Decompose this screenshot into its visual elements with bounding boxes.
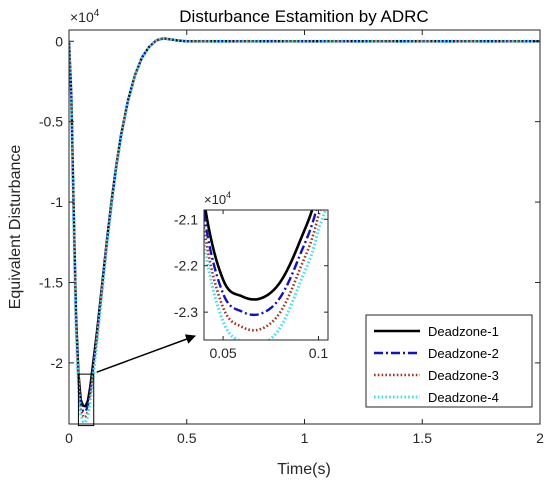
y-axis-ticks: 0 -0.5 -1 -1.5 -2 — [39, 33, 540, 371]
legend-label-deadzone-1: Deadzone-1 — [428, 324, 499, 339]
y-exponent: ×104 — [70, 8, 100, 25]
legend: Deadzone-1 Deadzone-2 Deadzone-3 Deadzone-4 — [365, 314, 533, 408]
inset-y-exponent-base: ×10 — [204, 192, 226, 207]
y-tick-label: -1 — [51, 194, 64, 210]
x-tick-label: 0 — [65, 430, 73, 446]
chart-title: Disturbance Estamition by ADRC — [179, 7, 428, 26]
legend-items: Deadzone-1 Deadzone-2 Deadzone-3 Deadzone-4 — [374, 324, 499, 405]
inset-x-ticks: 0.05 0.1 — [209, 210, 328, 361]
x-tick-label: 1.5 — [413, 430, 433, 446]
x-axis-ticks: 0 0.5 1 1.5 2 — [65, 30, 544, 446]
zoom-arrow — [96, 334, 196, 373]
x-tick-label: 1 — [301, 430, 309, 446]
inset-x-tick-label: 0.05 — [209, 345, 236, 361]
legend-label-deadzone-4: Deadzone-4 — [428, 390, 499, 405]
y-exponent-power: 4 — [94, 8, 100, 19]
x-tick-label: 0.5 — [177, 430, 197, 446]
x-axis-label: Time(s) — [277, 461, 331, 478]
inset-y-ticks: -2.1 -2.2 -2.3 — [174, 211, 328, 320]
y-tick-label: -1.5 — [39, 274, 63, 290]
inset-background — [204, 210, 328, 340]
zoom-region-box — [77, 373, 95, 427]
x-tick-label: 2 — [536, 430, 544, 446]
inset-line-deadzone-1 — [204, 210, 314, 301]
y-exponent-base: ×10 — [70, 9, 94, 25]
inset-y-tick-label: -2.1 — [174, 211, 198, 227]
y-tick-label: 0 — [55, 33, 63, 49]
series-line-deadzone-4 — [69, 36, 540, 424]
y-axis-label: Equivalent Disturbance — [7, 145, 24, 310]
inset-line-deadzone-2 — [204, 210, 318, 317]
inset-y-tick-label: -2.3 — [174, 304, 198, 320]
inset-y-exponent-power: 4 — [226, 190, 231, 200]
y-tick-label: -2 — [51, 355, 64, 371]
main-series-group — [69, 36, 540, 424]
inset-x-tick-label: 0.1 — [309, 345, 329, 361]
legend-label-deadzone-2: Deadzone-2 — [428, 346, 499, 361]
inset-y-exponent: ×104 — [204, 190, 231, 207]
y-tick-label: -0.5 — [39, 114, 63, 130]
inset-frame — [203, 209, 329, 341]
inset-y-tick-label: -2.2 — [174, 258, 198, 274]
legend-label-deadzone-3: Deadzone-3 — [428, 368, 499, 383]
inset-series-group — [204, 210, 328, 340]
series-line-deadzone-3 — [69, 37, 540, 419]
inset-line-deadzone-4 — [204, 210, 328, 340]
